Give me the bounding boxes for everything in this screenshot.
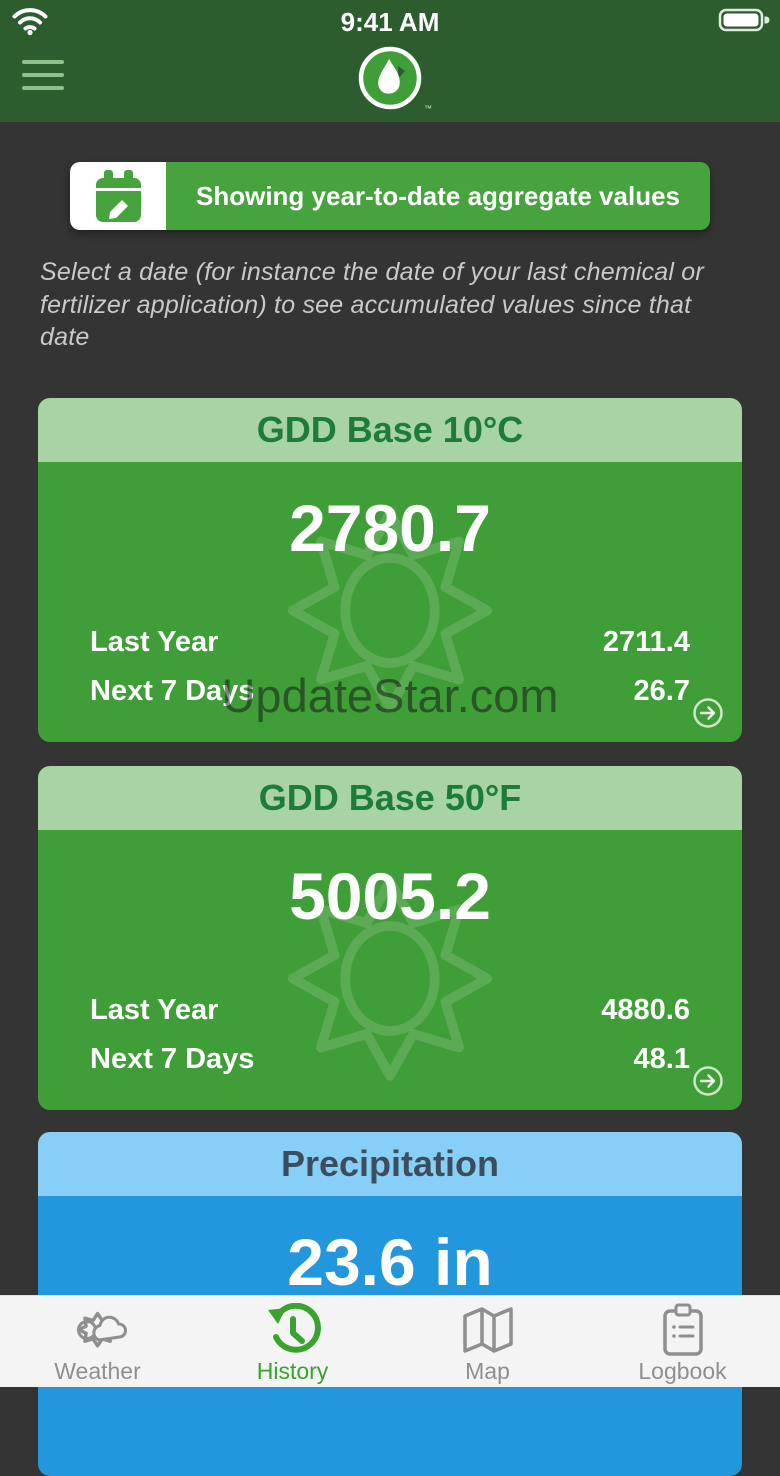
card-row-next-7-days: Next 7 Days 26.7	[90, 675, 690, 708]
tab-label: Logbook	[638, 1358, 727, 1384]
droplet-logo-icon	[358, 46, 422, 110]
arrow-right-circle-icon	[693, 697, 723, 728]
calendar-edit-icon	[96, 170, 141, 222]
card-row-last-year: Last Year 2711.4	[90, 626, 690, 659]
trademark-symbol: ™	[424, 104, 432, 113]
status-bar: 9:41 AM	[0, 0, 780, 42]
tab-weather[interactable]: Weather	[0, 1296, 195, 1387]
card-rows: Last Year 2711.4 Next 7 Days 26.7	[90, 610, 690, 708]
card-main-value: 2780.7	[289, 490, 491, 565]
bottom-tab-bar: Weather History Map	[0, 1295, 780, 1387]
card-body: 5005.2 Last Year 4880.6 Next 7 Days 48.1	[38, 829, 742, 1110]
wifi-icon	[12, 6, 48, 41]
card-title: GDD Base 10°C	[256, 408, 524, 450]
card-gdd-base-50f[interactable]: GDD Base 50°F 5005.2 Last Year 4880.6 Ne…	[38, 765, 742, 1110]
app-header: 9:41 AM ™	[0, 0, 780, 122]
card-detail-arrow-button[interactable]	[692, 1065, 724, 1102]
arrow-right-circle-icon	[693, 1065, 723, 1096]
tab-history[interactable]: History	[195, 1296, 390, 1387]
history-icon	[264, 1303, 322, 1356]
row-value: 4880.6	[601, 993, 690, 1026]
card-detail-arrow-button[interactable]	[692, 697, 724, 734]
row-label: Last Year	[90, 993, 219, 1026]
card-main-value: 5005.2	[289, 858, 491, 933]
date-filter-banner[interactable]: Showing year-to-date aggregate values	[70, 162, 710, 230]
card-body: 2780.7 Last Year 2711.4 Next 7 Days 26.7	[38, 461, 742, 742]
clipboard-icon	[660, 1303, 706, 1356]
row-label: Last Year	[90, 625, 219, 658]
banner-label-box: Showing year-to-date aggregate values	[166, 162, 710, 230]
battery-icon	[718, 6, 770, 39]
tab-label: History	[256, 1358, 329, 1384]
card-row-next-7-days: Next 7 Days 48.1	[90, 1043, 690, 1076]
row-label: Next 7 Days	[90, 674, 255, 707]
tab-label: Map	[465, 1358, 510, 1384]
menu-button[interactable]	[22, 60, 64, 90]
card-header: GDD Base 10°C	[38, 397, 742, 462]
row-value: 2711.4	[602, 625, 690, 658]
tab-logbook[interactable]: Logbook	[585, 1296, 780, 1387]
card-header: Precipitation	[38, 1131, 742, 1196]
card-main-value: 23.6 in	[287, 1224, 493, 1299]
intro-text: Select a date (for instance the date of …	[40, 258, 704, 351]
banner-label: Showing year-to-date aggregate values	[195, 180, 680, 211]
app-logo: ™	[358, 46, 432, 115]
map-icon	[458, 1304, 518, 1356]
sun-cloud-icon	[63, 1304, 133, 1356]
row-value: 26.7	[633, 674, 690, 707]
tab-map[interactable]: Map	[390, 1296, 585, 1387]
card-title: GDD Base 50°F	[258, 776, 522, 818]
card-header: GDD Base 50°F	[38, 765, 742, 830]
hamburger-icon	[22, 60, 64, 64]
row-value: 48.1	[633, 1042, 690, 1075]
tab-label: Weather	[54, 1358, 141, 1384]
status-time: 9:41 AM	[340, 7, 440, 37]
banner-icon-box	[70, 162, 166, 230]
card-row-last-year: Last Year 4880.6	[90, 994, 690, 1027]
card-rows: Last Year 4880.6 Next 7 Days 48.1	[90, 978, 690, 1076]
row-label: Next 7 Days	[90, 1042, 255, 1075]
card-title: Precipitation	[280, 1142, 500, 1184]
card-gdd-base-10c[interactable]: GDD Base 10°C 2780.7 Last Year 2711.4 Ne…	[38, 397, 742, 742]
